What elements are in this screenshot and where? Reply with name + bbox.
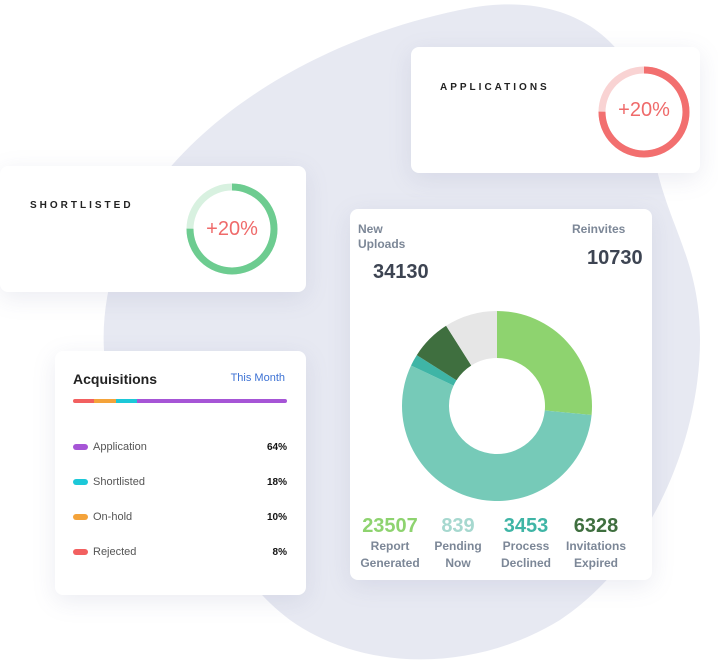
acquisitions-bar-segment <box>115 399 138 403</box>
acquisition-label: On-hold <box>93 511 133 523</box>
shortlisted-card: SHORTLISTED +20% <box>0 166 306 292</box>
legend-item: 6328 Invitations Expired <box>563 515 629 571</box>
legend-value: 839 <box>441 515 475 537</box>
legend-label-line1: Report <box>370 539 410 553</box>
shortlisted-title: SHORTLISTED <box>30 200 134 211</box>
shortlisted-progress-ring: +20% <box>183 180 281 278</box>
shortlisted-percent: +20% <box>206 218 258 240</box>
legend-dot <box>73 514 88 520</box>
acquisition-value: 8% <box>272 546 287 558</box>
legend-value: 6328 <box>573 515 619 537</box>
legend-label-line2: Expired <box>573 556 618 570</box>
legend-dot <box>73 444 88 450</box>
legend-dot <box>73 479 88 485</box>
acquisitions-title: Acquisitions <box>73 371 158 387</box>
acquisition-row: Application 64% <box>73 439 287 455</box>
legend-item: 839 Pending Now <box>432 515 484 571</box>
acquisition-value: 10% <box>266 511 287 523</box>
legend-label-line1: Process <box>502 539 550 553</box>
applications-card: APPLICATIONS +20% <box>411 47 700 173</box>
shortlisted-ring-fill <box>186 183 278 275</box>
reinvites-value: 10730 <box>587 247 643 269</box>
new-uploads-value: 34130 <box>373 261 429 283</box>
legend-item: 3453 Process Declined <box>498 515 554 571</box>
reinvites-label: Reinvites <box>572 222 626 236</box>
donut-slice-pending-now <box>411 355 457 386</box>
legend-dot <box>73 549 88 555</box>
acquisition-label: Application <box>93 441 147 453</box>
acquisitions-bar-segment <box>94 399 116 403</box>
applications-progress-ring: +20% <box>595 63 693 161</box>
legend-label-line2: Declined <box>500 556 551 570</box>
acquisitions-bar-segment <box>73 399 95 403</box>
acquisitions-stacked-bar <box>73 399 287 403</box>
period-selector-link[interactable]: This Month <box>230 372 285 384</box>
stats-card: New Uploads 34130 Reinvites 10730 23507 R… <box>350 209 652 580</box>
acquisition-value: 64% <box>266 441 287 453</box>
acquisition-value: 18% <box>266 476 287 488</box>
acquisition-row: Rejected 8% <box>73 544 287 560</box>
legend-label-line1: Pending <box>434 539 482 553</box>
acquisitions-bar-segment <box>137 399 287 403</box>
donut-slice-process-declined <box>402 365 592 502</box>
legend-label-line2: Now <box>445 556 471 570</box>
acquisition-row: On-hold 10% <box>73 509 287 525</box>
legend-label-line1: Invitations <box>565 539 626 553</box>
donut-slice-remainder <box>446 311 497 366</box>
legend-value: 23507 <box>362 515 418 537</box>
acquisition-label: Shortlisted <box>93 476 145 488</box>
legend-value: 3453 <box>503 515 549 537</box>
status-donut-chart <box>402 311 592 502</box>
acquisition-row: Shortlisted 18% <box>73 474 287 490</box>
donut-slice-report-generated <box>497 311 592 415</box>
acquisition-label: Rejected <box>93 546 137 558</box>
donut-slice-invitations-expired <box>416 325 472 381</box>
legend-label-line2: Generated <box>360 556 420 570</box>
applications-percent: +20% <box>618 99 670 121</box>
acquisitions-card: Acquisitions This Month Application 64% Sh… <box>55 351 306 595</box>
applications-title: APPLICATIONS <box>440 82 550 93</box>
applications-ring-fill <box>598 66 690 158</box>
legend-item: 23507 Report Generated <box>360 515 420 571</box>
new-uploads-label: New Uploads <box>358 222 406 251</box>
